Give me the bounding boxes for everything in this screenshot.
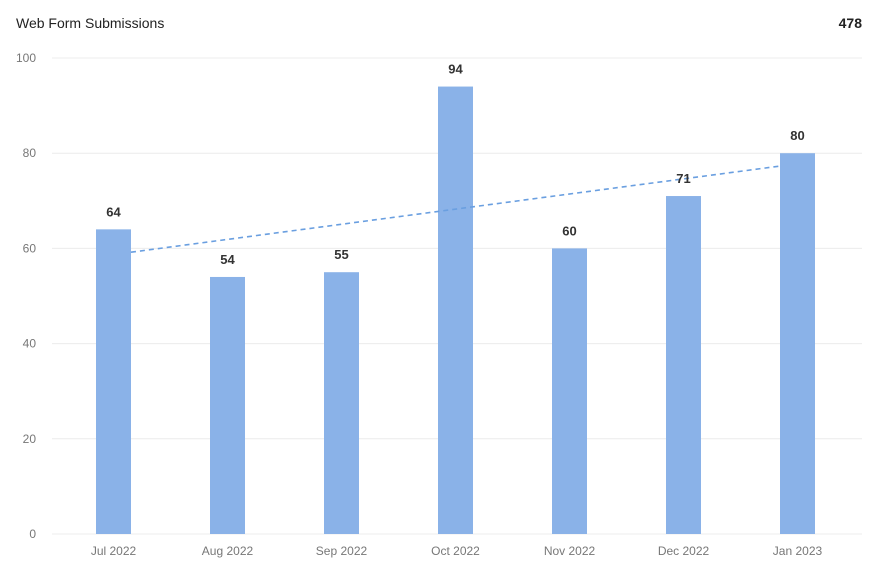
total-count: 478 (838, 15, 862, 31)
y-tick-label: 100 (16, 51, 36, 65)
bar-oct-2022 (438, 86, 473, 534)
data-label: 55 (334, 247, 348, 262)
bar-sep-2022 (324, 272, 359, 534)
bar-jan-2023 (780, 153, 815, 534)
y-tick-label: 60 (23, 241, 37, 255)
chart-title: Web Form Submissions (16, 15, 165, 31)
trend-line (130, 165, 781, 254)
x-tick-label: Oct 2022 (431, 544, 480, 558)
y-tick-label: 80 (23, 146, 37, 160)
data-label: 80 (790, 128, 804, 143)
x-tick-label: Sep 2022 (316, 544, 368, 558)
x-tick-label: Nov 2022 (544, 544, 596, 558)
x-tick-label: Jul 2022 (91, 544, 137, 558)
x-tick-label: Dec 2022 (658, 544, 710, 558)
y-tick-label: 0 (29, 527, 36, 541)
x-tick-label: Jan 2023 (773, 544, 823, 558)
bar-nov-2022 (552, 248, 587, 534)
bar-dec-2022 (666, 196, 701, 535)
y-tick-label: 40 (23, 337, 37, 351)
data-label: 60 (562, 223, 576, 238)
data-label: 54 (220, 252, 235, 267)
bar-jul-2022 (96, 229, 131, 535)
y-tick-label: 20 (23, 432, 37, 446)
x-tick-label: Aug 2022 (202, 544, 254, 558)
data-label: 71 (676, 171, 690, 186)
data-label: 64 (106, 204, 121, 219)
bar-aug-2022 (210, 276, 245, 534)
data-label: 94 (448, 62, 463, 77)
